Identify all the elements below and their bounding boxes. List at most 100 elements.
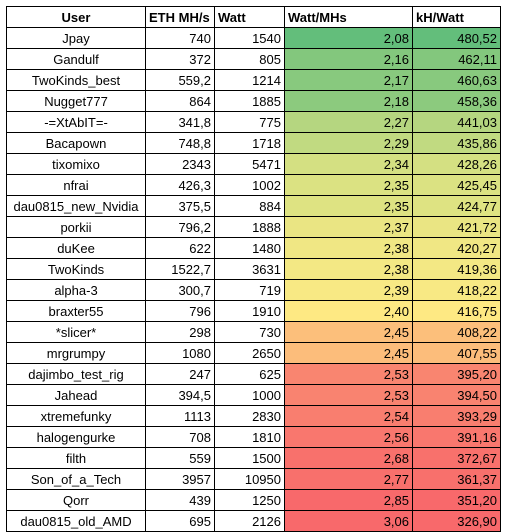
watt-per-mhs-cell[interactable]: 2,18 [284,90,413,112]
watt-per-mhs-cell[interactable]: 2,85 [284,489,413,511]
eth-mhs-cell[interactable]: 375,5 [145,195,215,217]
watt-cell[interactable]: 1885 [214,90,285,112]
eth-mhs-cell[interactable]: 622 [145,237,215,259]
kh-per-watt-cell[interactable]: 407,55 [412,342,501,364]
kh-per-watt-cell[interactable]: 372,67 [412,447,501,469]
header-watt[interactable]: Watt [214,6,285,28]
user-cell[interactable]: Qorr [6,489,146,511]
watt-cell[interactable]: 1910 [214,300,285,322]
watt-per-mhs-cell[interactable]: 2,77 [284,468,413,490]
user-cell[interactable]: dau0815_new_Nvidia [6,195,146,217]
watt-per-mhs-cell[interactable]: 2,68 [284,447,413,469]
eth-mhs-cell[interactable]: 864 [145,90,215,112]
eth-mhs-cell[interactable]: 796,2 [145,216,215,238]
eth-mhs-cell[interactable]: 426,3 [145,174,215,196]
watt-per-mhs-cell[interactable]: 2,34 [284,153,413,175]
watt-per-mhs-cell[interactable]: 2,40 [284,300,413,322]
user-cell[interactable]: dajimbo_test_rig [6,363,146,385]
kh-per-watt-cell[interactable]: 480,52 [412,27,501,49]
kh-per-watt-cell[interactable]: 460,63 [412,69,501,91]
watt-per-mhs-cell[interactable]: 2,53 [284,363,413,385]
header-watt-per-mhs[interactable]: Watt/MHs [284,6,413,28]
watt-cell[interactable]: 884 [214,195,285,217]
watt-per-mhs-cell[interactable]: 2,35 [284,174,413,196]
watt-cell[interactable]: 5471 [214,153,285,175]
user-cell[interactable]: braxter55 [6,300,146,322]
watt-per-mhs-cell[interactable]: 2,35 [284,195,413,217]
watt-cell[interactable]: 1718 [214,132,285,154]
user-cell[interactable]: TwoKinds [6,258,146,280]
user-cell[interactable]: *slicer* [6,321,146,343]
header-eth-mhs[interactable]: ETH MH/s [145,6,215,28]
header-user[interactable]: User [6,6,146,28]
user-cell[interactable]: porkii [6,216,146,238]
watt-cell[interactable]: 1810 [214,426,285,448]
eth-mhs-cell[interactable]: 1080 [145,342,215,364]
watt-cell[interactable]: 1500 [214,447,285,469]
eth-mhs-cell[interactable]: 298 [145,321,215,343]
eth-mhs-cell[interactable]: 559 [145,447,215,469]
user-cell[interactable]: halogengurke [6,426,146,448]
user-cell[interactable]: Bacapown [6,132,146,154]
user-cell[interactable]: mrgrumpy [6,342,146,364]
user-cell[interactable]: Nugget777 [6,90,146,112]
kh-per-watt-cell[interactable]: 420,27 [412,237,501,259]
user-cell[interactable]: duKee [6,237,146,259]
user-cell[interactable]: tixomixo [6,153,146,175]
kh-per-watt-cell[interactable]: 421,72 [412,216,501,238]
kh-per-watt-cell[interactable]: 462,11 [412,48,501,70]
kh-per-watt-cell[interactable]: 408,22 [412,321,501,343]
eth-mhs-cell[interactable]: 708 [145,426,215,448]
watt-per-mhs-cell[interactable]: 2,27 [284,111,413,133]
eth-mhs-cell[interactable]: 559,2 [145,69,215,91]
eth-mhs-cell[interactable]: 740 [145,27,215,49]
kh-per-watt-cell[interactable]: 425,45 [412,174,501,196]
eth-mhs-cell[interactable]: 3957 [145,468,215,490]
kh-per-watt-cell[interactable]: 393,29 [412,405,501,427]
watt-cell[interactable]: 730 [214,321,285,343]
watt-per-mhs-cell[interactable]: 2,56 [284,426,413,448]
kh-per-watt-cell[interactable]: 419,36 [412,258,501,280]
watt-cell[interactable]: 10950 [214,468,285,490]
header-kh-per-watt[interactable]: kH/Watt [412,6,501,28]
user-cell[interactable]: dau0815_old_AMD [6,510,146,532]
kh-per-watt-cell[interactable]: 441,03 [412,111,501,133]
watt-per-mhs-cell[interactable]: 2,08 [284,27,413,49]
user-cell[interactable]: TwoKinds_best [6,69,146,91]
kh-per-watt-cell[interactable]: 418,22 [412,279,501,301]
user-cell[interactable]: -=XtAbIT=- [6,111,146,133]
watt-per-mhs-cell[interactable]: 2,54 [284,405,413,427]
user-cell[interactable]: alpha-3 [6,279,146,301]
watt-cell[interactable]: 2650 [214,342,285,364]
eth-mhs-cell[interactable]: 300,7 [145,279,215,301]
kh-per-watt-cell[interactable]: 391,16 [412,426,501,448]
eth-mhs-cell[interactable]: 247 [145,363,215,385]
watt-per-mhs-cell[interactable]: 3,06 [284,510,413,532]
user-cell[interactable]: nfrai [6,174,146,196]
watt-cell[interactable]: 2126 [214,510,285,532]
watt-cell[interactable]: 719 [214,279,285,301]
kh-per-watt-cell[interactable]: 428,26 [412,153,501,175]
kh-per-watt-cell[interactable]: 395,20 [412,363,501,385]
kh-per-watt-cell[interactable]: 416,75 [412,300,501,322]
user-cell[interactable]: xtremefunky [6,405,146,427]
watt-per-mhs-cell[interactable]: 2,17 [284,69,413,91]
watt-cell[interactable]: 805 [214,48,285,70]
user-cell[interactable]: Jahead [6,384,146,406]
kh-per-watt-cell[interactable]: 394,50 [412,384,501,406]
watt-per-mhs-cell[interactable]: 2,16 [284,48,413,70]
watt-cell[interactable]: 1540 [214,27,285,49]
kh-per-watt-cell[interactable]: 351,20 [412,489,501,511]
watt-per-mhs-cell[interactable]: 2,38 [284,258,413,280]
user-cell[interactable]: Gandulf [6,48,146,70]
watt-per-mhs-cell[interactable]: 2,45 [284,321,413,343]
watt-cell[interactable]: 625 [214,363,285,385]
eth-mhs-cell[interactable]: 394,5 [145,384,215,406]
eth-mhs-cell[interactable]: 372 [145,48,215,70]
kh-per-watt-cell[interactable]: 361,37 [412,468,501,490]
user-cell[interactable]: Jpay [6,27,146,49]
watt-per-mhs-cell[interactable]: 2,37 [284,216,413,238]
watt-cell[interactable]: 1888 [214,216,285,238]
watt-cell[interactable]: 1214 [214,69,285,91]
kh-per-watt-cell[interactable]: 326,90 [412,510,501,532]
